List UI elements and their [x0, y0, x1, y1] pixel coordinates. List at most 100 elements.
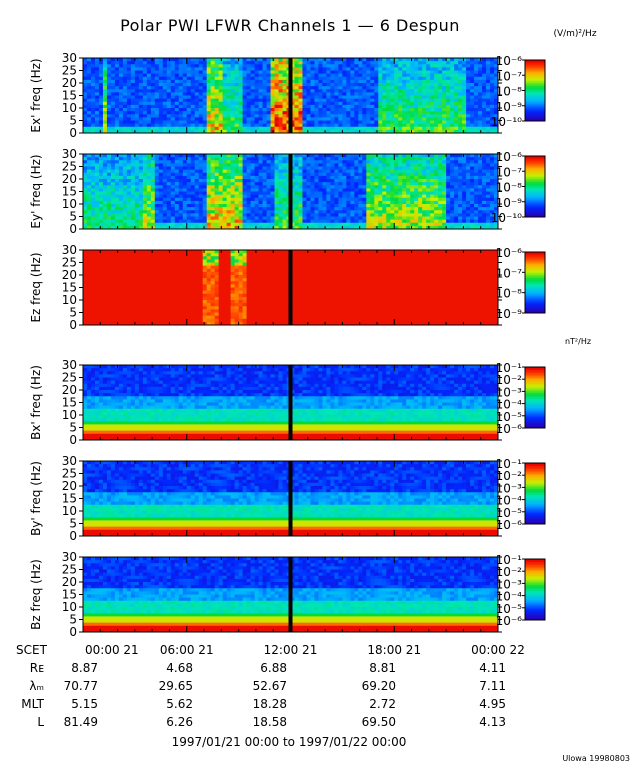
spectrogram-cell	[234, 204, 240, 208]
spectrogram-cell	[298, 70, 303, 75]
spectrogram-cell	[466, 166, 471, 171]
spectrogram-cell	[438, 129, 443, 134]
spectrogram-cell	[402, 101, 407, 106]
spectrogram-cell	[314, 58, 319, 62]
spectrogram-cell	[430, 86, 435, 90]
spectrogram-cell	[174, 216, 180, 221]
spectrogram-cell	[294, 160, 299, 164]
spectrogram-cell	[354, 79, 359, 84]
spectrogram-cell	[302, 104, 307, 109]
spectrogram-cell	[162, 154, 168, 158]
spectrogram-cell	[302, 120, 307, 125]
spectrogram-cell	[462, 92, 467, 96]
spectrogram-cell	[470, 194, 475, 199]
spectrogram-cell	[282, 120, 287, 125]
spectrogram-cell	[114, 83, 120, 87]
spectrogram-cell	[118, 123, 124, 128]
spectrogram-cell	[406, 191, 411, 196]
spectrogram-cell	[326, 216, 331, 221]
colorbar-segment	[525, 101, 545, 104]
spectrogram-cell	[282, 204, 287, 208]
spectrogram-cell	[254, 216, 259, 221]
spectrogram-cell	[182, 225, 188, 230]
spectrogram-cell	[450, 129, 455, 134]
spectrogram-cell	[226, 219, 232, 224]
spectrogram-cell	[386, 86, 391, 90]
spectrogram-cell	[214, 76, 220, 81]
spectrogram-cell	[206, 92, 212, 96]
spectrogram-cell	[122, 166, 128, 171]
spectrogram-cell	[270, 108, 275, 112]
spectrogram-cell	[114, 216, 120, 221]
spectrogram-cell	[318, 191, 323, 196]
spectrogram-cell	[154, 166, 160, 171]
spectrogram-cell	[126, 67, 132, 71]
spectrogram-cell	[458, 76, 463, 81]
spectrogram-cell	[354, 114, 359, 118]
spectrogram-cell	[450, 175, 455, 180]
spectrogram-cell	[138, 225, 144, 230]
spectrogram-cell	[282, 129, 287, 134]
spectrogram-cell	[462, 160, 467, 164]
spectrogram-cell	[270, 185, 275, 189]
spectrogram-cell	[418, 188, 423, 192]
spectrogram-cell	[370, 166, 375, 171]
spectrogram-cell	[86, 222, 92, 227]
colorbar-segment	[525, 98, 545, 101]
spectrogram-cell	[206, 129, 212, 134]
spectrogram-cell	[174, 101, 180, 106]
spectrogram-cell	[310, 160, 315, 164]
spectrogram-cell	[378, 207, 383, 211]
spectrogram-cell	[242, 225, 248, 230]
spectrogram-cell	[426, 213, 431, 217]
spectrogram-cell	[438, 154, 443, 158]
spectrogram-cell	[150, 111, 156, 115]
spectrogram-cell	[278, 200, 283, 205]
spectrogram-cell	[318, 129, 323, 134]
spectrogram-cell	[374, 70, 379, 75]
spectrogram-cell	[450, 123, 455, 128]
spectrogram-cell	[186, 108, 192, 112]
spectrogram-cell	[174, 76, 180, 81]
spectrogram-cell	[90, 76, 96, 81]
spectrogram-cell	[83, 114, 88, 118]
spectrogram-cell	[246, 61, 251, 65]
spectrogram-cell	[354, 197, 359, 202]
spectrogram-cell	[198, 61, 204, 65]
spectrogram-cell	[110, 166, 116, 171]
spectrogram-cell	[146, 64, 152, 68]
spectrogram-cell	[138, 160, 144, 164]
spectrogram-cell	[122, 216, 128, 221]
spectrogram-cell	[198, 79, 204, 84]
spectrogram-cell	[226, 197, 232, 202]
spectrogram-cell	[138, 123, 144, 128]
spectrogram-cell	[158, 213, 164, 217]
spectrogram-cell	[154, 79, 160, 84]
spectrogram-cell	[110, 73, 116, 78]
spectrogram-cell	[206, 219, 212, 224]
spectrogram-cell	[130, 210, 136, 214]
spectrogram-cell	[122, 79, 128, 84]
spectrogram-cell	[466, 73, 471, 78]
spectrogram-cell	[170, 213, 176, 217]
spectrogram-cell	[194, 114, 200, 118]
spectrogram-cell	[150, 92, 156, 96]
spectrogram-cell	[410, 154, 415, 158]
spectrogram-cell	[454, 126, 459, 131]
spectrogram-cell	[214, 160, 220, 164]
spectrogram-cell	[90, 89, 96, 93]
spectrogram-cell	[474, 123, 479, 128]
spectrogram-cell	[138, 61, 144, 65]
spectrogram-cell	[262, 98, 267, 103]
spectrogram-cell	[106, 92, 112, 96]
spectrogram-cell	[418, 154, 423, 158]
spectrogram-cell	[102, 117, 108, 121]
y-tick-label: 25	[62, 64, 77, 78]
spectrogram-cell	[114, 182, 120, 186]
spectrogram-cell	[474, 111, 479, 115]
spectrogram-cell	[338, 98, 343, 103]
spectrogram-cell	[270, 207, 275, 211]
spectrogram-cell	[158, 120, 164, 125]
spectrogram-cell	[242, 123, 248, 128]
spectrogram-cell	[470, 89, 475, 93]
